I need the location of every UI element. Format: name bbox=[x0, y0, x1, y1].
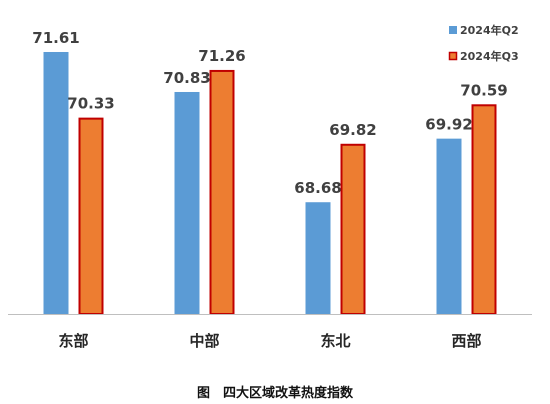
value-label-q2-3: 68.68 bbox=[294, 179, 341, 197]
legend: 2024年Q2 2024年Q3 bbox=[448, 23, 519, 63]
category-label-1: 东部 bbox=[58, 332, 88, 350]
bar-q3-3 bbox=[340, 143, 366, 315]
value-label-q3-2: 71.26 bbox=[198, 47, 245, 65]
legend-swatch-q2 bbox=[449, 26, 457, 34]
value-label-q3-1: 70.33 bbox=[67, 95, 114, 113]
value-label-q2-2: 70.83 bbox=[163, 69, 210, 87]
bar-q3-1 bbox=[78, 117, 104, 315]
bars-group bbox=[43, 51, 497, 316]
category-label-3: 东北 bbox=[320, 332, 350, 350]
value-label-q2-4: 69.92 bbox=[425, 116, 472, 134]
category-labels-group: 东部 中部 东北 西部 bbox=[58, 332, 481, 350]
bar-q2-3 bbox=[305, 202, 331, 314]
figure-caption: 图 四大区域改革热度指数 bbox=[196, 386, 353, 401]
value-label-q3-3: 69.82 bbox=[329, 121, 376, 139]
legend-label-q3: 2024年Q3 bbox=[460, 49, 519, 63]
bar-q2-1 bbox=[43, 51, 69, 314]
value-label-q3-4: 70.59 bbox=[460, 81, 507, 99]
bar-q2-4 bbox=[436, 138, 462, 314]
legend-label-q2: 2024年Q2 bbox=[460, 23, 519, 37]
value-labels-group: 71.61 70.33 70.83 71.26 68.68 69.82 69.92 70.59 bbox=[32, 29, 507, 197]
value-label-q2-1: 71.61 bbox=[32, 29, 79, 47]
bar-q2-2 bbox=[174, 91, 200, 314]
legend-swatch-q3 bbox=[448, 51, 458, 61]
category-label-4: 西部 bbox=[451, 332, 481, 350]
category-label-2: 中部 bbox=[189, 332, 219, 350]
bar-q3-2 bbox=[209, 69, 235, 315]
bar-q3-4 bbox=[471, 104, 497, 316]
